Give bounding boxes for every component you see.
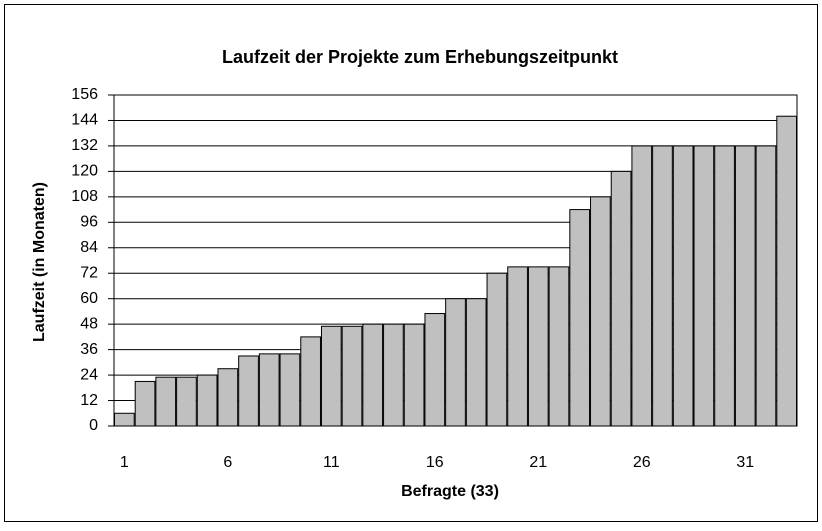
bar xyxy=(755,145,777,427)
y-tick-label: 72 xyxy=(80,264,98,281)
bar xyxy=(258,353,280,427)
bar xyxy=(320,325,342,427)
y-tick-label: 60 xyxy=(80,290,98,307)
y-tick-label: 156 xyxy=(71,86,98,103)
bar xyxy=(176,376,197,427)
x-tick-label: 26 xyxy=(633,454,651,471)
bar xyxy=(300,336,321,427)
y-tick-label: 0 xyxy=(89,417,98,434)
bar xyxy=(383,323,404,427)
bar xyxy=(424,313,446,427)
bar xyxy=(114,412,135,427)
bar xyxy=(569,209,591,427)
bar xyxy=(714,145,735,427)
x-tick-label: 1 xyxy=(120,454,129,471)
bar xyxy=(507,266,528,427)
chart-title: Laufzeit der Projekte zum Erhebungszeitp… xyxy=(222,47,618,67)
bar xyxy=(693,145,715,427)
y-tick-label: 132 xyxy=(71,137,98,154)
bar xyxy=(465,298,487,427)
bar xyxy=(341,325,363,427)
y-tick-label: 144 xyxy=(71,112,98,129)
bar xyxy=(734,145,756,427)
bar xyxy=(238,355,259,427)
y-tick-label: 96 xyxy=(80,214,98,231)
bar xyxy=(155,376,177,427)
y-axis-label: Laufzeit (in Monaten) xyxy=(31,182,48,342)
y-tick-label: 48 xyxy=(80,315,98,332)
bar xyxy=(590,196,611,427)
x-tick-label: 6 xyxy=(223,454,232,471)
x-tick-label: 21 xyxy=(529,454,547,471)
bar xyxy=(445,298,466,427)
bar xyxy=(610,170,632,427)
y-tick-label: 36 xyxy=(80,341,98,358)
x-axis-label: Befragte (33) xyxy=(401,483,499,500)
y-tick-label: 108 xyxy=(71,188,98,205)
x-tick-label: 11 xyxy=(323,454,340,471)
x-tick-label: 31 xyxy=(736,454,754,471)
bar xyxy=(631,145,653,427)
bar xyxy=(403,323,425,427)
bar xyxy=(362,323,384,427)
y-tick-label: 120 xyxy=(71,163,98,180)
bar xyxy=(486,272,508,427)
y-tick-label: 24 xyxy=(80,366,98,383)
bar xyxy=(279,353,301,427)
bar xyxy=(527,266,549,427)
bar xyxy=(672,145,694,427)
x-tick-label: 16 xyxy=(426,454,444,471)
bar xyxy=(652,145,673,427)
y-tick-label: 12 xyxy=(80,392,98,409)
bar xyxy=(196,374,218,427)
y-tick-label: 84 xyxy=(80,239,98,256)
bar xyxy=(776,115,798,427)
bar xyxy=(548,266,570,427)
bar xyxy=(217,368,239,427)
bar xyxy=(134,380,156,427)
